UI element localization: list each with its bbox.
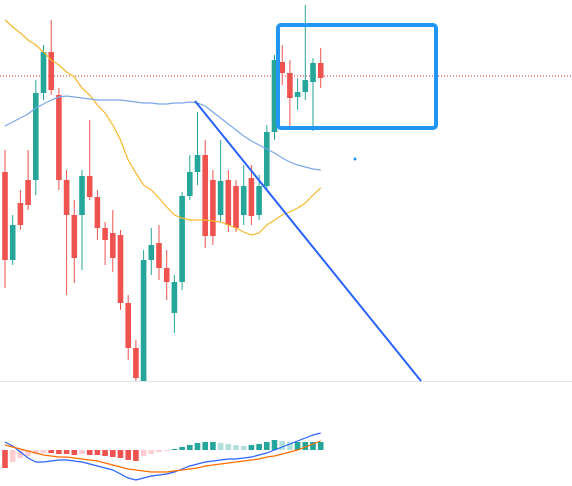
candle-body <box>279 62 285 73</box>
candle-body <box>194 155 201 172</box>
candle-body <box>33 93 39 180</box>
candle-body <box>310 63 316 82</box>
candle-body <box>210 180 216 236</box>
drawing-dot <box>353 157 357 161</box>
candle-body <box>148 245 155 260</box>
candle-body <box>271 60 278 132</box>
rectangle-drawing[interactable] <box>276 23 438 130</box>
macd-histogram-bar <box>25 450 31 456</box>
macd-histogram-bar <box>71 450 78 455</box>
macd-histogram-bar <box>271 440 278 450</box>
macd-histogram-bar <box>187 445 193 450</box>
candle-body <box>117 235 124 303</box>
candle-body <box>171 282 178 313</box>
macd-histogram-bar <box>310 442 316 450</box>
candle-body <box>79 176 85 215</box>
candle-body <box>264 132 270 186</box>
macd-histogram-bar <box>79 450 85 454</box>
macd-histogram-bar <box>202 442 208 450</box>
candle-body <box>48 52 54 90</box>
macd-histogram-bar <box>240 446 247 450</box>
macd-histogram-bar <box>2 450 8 468</box>
macd-histogram-bar <box>233 445 239 450</box>
macd-histogram-bar <box>317 442 324 450</box>
moving-average-line <box>4 19 322 236</box>
macd-histogram-bar <box>148 450 155 454</box>
candle-body <box>133 348 139 378</box>
candle-body <box>125 303 131 348</box>
trend-line-drawing[interactable] <box>194 100 422 382</box>
macd-pane <box>2 432 324 481</box>
candle-body <box>140 260 147 381</box>
macd-histogram-bar <box>133 450 139 461</box>
candle-body <box>63 180 70 215</box>
macd-histogram-bar <box>302 442 309 450</box>
candle-body <box>9 225 16 260</box>
candle-body <box>56 95 62 180</box>
candle-body <box>86 176 93 197</box>
macd-histogram-bar <box>294 442 301 450</box>
macd-histogram-bar <box>9 450 16 462</box>
macd-line <box>4 432 321 481</box>
candle-body <box>2 172 8 260</box>
candle-body <box>233 186 239 228</box>
macd-histogram-bar <box>194 443 201 450</box>
macd-histogram-bar <box>125 450 131 460</box>
candle-body <box>240 186 247 215</box>
candle-body <box>317 63 324 78</box>
candle-body <box>287 73 293 98</box>
macd-histogram-bar <box>225 444 232 450</box>
candle-body <box>94 197 101 228</box>
macd-histogram-bar <box>264 442 270 450</box>
candle-body <box>248 178 255 216</box>
macd-histogram-bar <box>117 450 124 458</box>
candle-body <box>187 172 193 196</box>
macd-histogram-bar <box>48 450 54 453</box>
macd-histogram-bar <box>287 442 293 450</box>
candle-body <box>25 180 31 205</box>
candle-body <box>302 80 309 92</box>
macd-histogram-bar <box>279 441 285 450</box>
macd-histogram-bar <box>40 450 47 453</box>
moving-average-line <box>4 95 321 171</box>
macd-histogram-bar <box>102 450 108 456</box>
candle-body <box>294 92 301 97</box>
macd-histogram-bar <box>140 450 147 456</box>
candle-body <box>179 196 185 282</box>
macd-histogram-bar <box>17 450 24 458</box>
candle-body <box>17 203 24 225</box>
macd-histogram-bar <box>94 450 101 455</box>
macd-histogram-bar <box>63 450 70 454</box>
macd-histogram-bar <box>210 442 216 450</box>
candle-body <box>225 180 232 225</box>
macd-histogram-bar <box>217 443 224 450</box>
macd-histogram-bar <box>179 447 185 450</box>
candle-body <box>40 52 47 93</box>
macd-histogram-bar <box>110 450 116 457</box>
macd-histogram-bar <box>156 450 162 452</box>
macd-histogram-bar <box>33 450 39 454</box>
macd-histogram-bar <box>256 444 262 450</box>
candle-body <box>110 233 116 258</box>
candle-body <box>163 268 170 282</box>
candle-body <box>202 155 208 236</box>
candle-body <box>156 243 162 268</box>
candle-body <box>102 228 108 240</box>
candle-body <box>71 215 78 258</box>
macd-histogram-bar <box>56 450 62 454</box>
macd-histogram-bar <box>248 445 255 450</box>
candle-body <box>256 186 262 215</box>
candle-body <box>217 181 224 215</box>
macd-line <box>4 440 321 473</box>
macd-histogram-bar <box>163 450 170 451</box>
macd-histogram-bar <box>86 450 93 455</box>
price-pane <box>0 5 572 381</box>
macd-histogram-bar <box>171 449 178 450</box>
